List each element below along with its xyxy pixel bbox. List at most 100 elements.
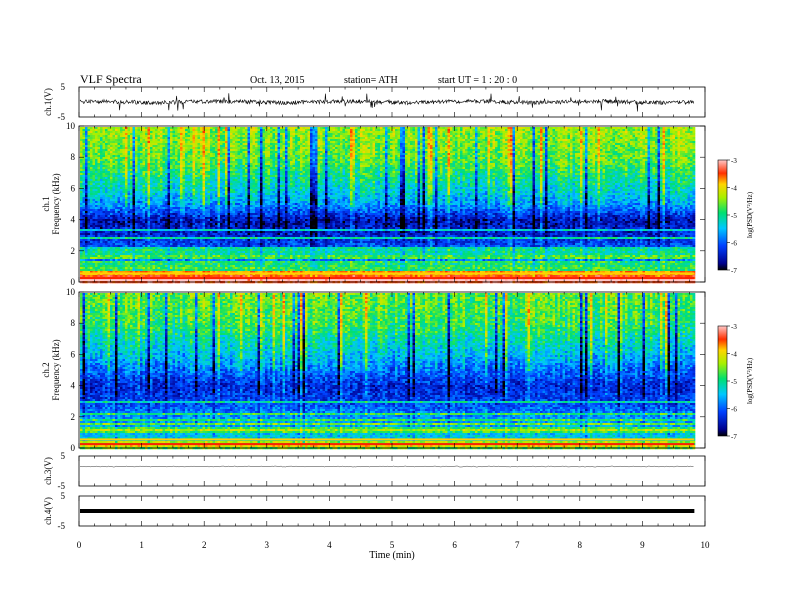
spectrogram-cell bbox=[155, 237, 158, 240]
spectrogram-cell bbox=[187, 219, 191, 222]
spectrogram-cell bbox=[97, 257, 101, 260]
spectrogram-cell bbox=[87, 147, 91, 150]
spectrogram-cell bbox=[165, 253, 168, 256]
spectrogram-cell bbox=[152, 249, 156, 252]
spectrogram-cell bbox=[87, 231, 91, 234]
spectrogram-cell bbox=[107, 261, 111, 264]
spectrogram-cell bbox=[225, 167, 228, 170]
spectrogram-cell bbox=[165, 181, 168, 184]
spectrogram-cell bbox=[132, 227, 136, 230]
spectrogram-cell bbox=[167, 275, 171, 278]
spectrogram-cell bbox=[155, 211, 158, 214]
spectrogram-cell bbox=[170, 157, 173, 160]
spectrogram-cell bbox=[147, 233, 151, 236]
spectrogram-cell bbox=[97, 193, 101, 196]
spectrogram-cell bbox=[95, 201, 98, 204]
spectrogram-cell bbox=[177, 271, 181, 274]
spectrogram-cell bbox=[210, 173, 213, 176]
spectrogram-cell bbox=[100, 225, 103, 228]
spectrogram-cell bbox=[85, 147, 88, 150]
spectrogram-cell bbox=[195, 193, 198, 196]
spectrogram-cell bbox=[125, 133, 128, 136]
spectrogram-cell bbox=[205, 185, 208, 188]
spectrogram-cell bbox=[225, 259, 228, 262]
spectrogram-cell bbox=[175, 199, 178, 202]
spectrogram-cell bbox=[127, 185, 131, 188]
spectrogram-cell bbox=[230, 199, 233, 202]
spectrogram-cell bbox=[97, 275, 101, 278]
spectrogram-cell bbox=[107, 147, 111, 150]
spectrogram-cell bbox=[162, 175, 166, 178]
spectrogram-cell bbox=[135, 139, 138, 142]
spectrogram-cell bbox=[140, 251, 143, 254]
spectrogram-cell bbox=[192, 249, 196, 252]
spectrogram-cell bbox=[102, 197, 106, 200]
spectrogram-cell bbox=[152, 163, 156, 166]
spectrogram-cell bbox=[222, 257, 226, 260]
spectrogram-cell bbox=[82, 237, 86, 240]
spectrogram-cell bbox=[147, 173, 151, 176]
spectrogram-cell bbox=[227, 167, 231, 170]
spectrogram-cell bbox=[180, 179, 183, 182]
spectrogram-cell bbox=[175, 271, 178, 274]
spectrogram-cell bbox=[195, 161, 198, 164]
spectrogram-cell bbox=[175, 157, 178, 160]
spectrogram-cell bbox=[80, 213, 83, 216]
spectrogram-cell bbox=[212, 271, 216, 274]
spectrogram-cell bbox=[195, 153, 198, 156]
spectrogram-cell bbox=[132, 193, 136, 196]
spectrogram-cell bbox=[235, 265, 238, 268]
spectrogram-cell bbox=[112, 151, 116, 154]
spectrogram-cell bbox=[147, 255, 151, 258]
spectrogram-cell bbox=[85, 167, 88, 170]
spectrogram-cell bbox=[210, 271, 213, 274]
spectrogram-cell bbox=[115, 141, 118, 144]
spectrogram-cell bbox=[180, 243, 183, 246]
spectrogram-cell bbox=[132, 199, 136, 202]
spectrogram-cell bbox=[165, 157, 168, 160]
spectrogram-cell bbox=[105, 279, 108, 282]
spectrogram-cell bbox=[110, 275, 113, 278]
spectrogram-cell bbox=[105, 223, 108, 226]
spectrogram-cell bbox=[190, 279, 193, 282]
spectrogram-cell bbox=[195, 163, 198, 166]
spectrogram-cell bbox=[142, 197, 146, 200]
spectrogram-cell bbox=[207, 221, 211, 224]
spectrogram-cell bbox=[202, 157, 206, 160]
spectrogram-cell bbox=[145, 247, 148, 250]
spectrogram-cell bbox=[222, 139, 226, 142]
spectrogram-cell bbox=[112, 149, 116, 152]
spectrogram-cell bbox=[190, 151, 193, 154]
spectrogram-cell bbox=[202, 275, 206, 278]
spectrogram-cell bbox=[225, 195, 228, 198]
spectrogram-cell bbox=[172, 191, 176, 194]
spectrogram-cell bbox=[110, 169, 113, 172]
spectrogram-cell bbox=[157, 223, 161, 226]
spectrogram-cell bbox=[207, 171, 211, 174]
spectrogram-cell bbox=[157, 163, 161, 166]
spectrogram-cell bbox=[220, 197, 223, 200]
spectrogram-cell bbox=[220, 267, 223, 270]
spectrogram-cell bbox=[185, 191, 188, 194]
spectrogram-cell bbox=[180, 249, 183, 252]
spectrogram-cell bbox=[130, 225, 133, 228]
spectrogram-cell bbox=[150, 205, 153, 208]
spectrogram-cell bbox=[227, 145, 231, 148]
spectrogram-cell bbox=[180, 191, 183, 194]
spectrogram-cell bbox=[130, 131, 133, 134]
spectrogram-cell bbox=[137, 129, 141, 132]
spectrogram-cell bbox=[165, 137, 168, 140]
spectrogram-cell bbox=[122, 261, 126, 264]
spectrogram-cell bbox=[230, 127, 233, 130]
spectrogram-cell bbox=[160, 147, 163, 150]
spectrogram-cell bbox=[95, 197, 98, 200]
spectrogram-cell bbox=[182, 257, 186, 260]
spectrogram-cell bbox=[155, 213, 158, 216]
spectrogram-cell bbox=[202, 203, 206, 206]
spectrogram-cell bbox=[130, 219, 133, 222]
spectrogram-cell bbox=[107, 149, 111, 152]
spectrogram-cell bbox=[107, 193, 111, 196]
spectrogram-cell bbox=[225, 233, 228, 236]
spectrogram-cell bbox=[210, 137, 213, 140]
spectrogram-cell bbox=[222, 155, 226, 158]
